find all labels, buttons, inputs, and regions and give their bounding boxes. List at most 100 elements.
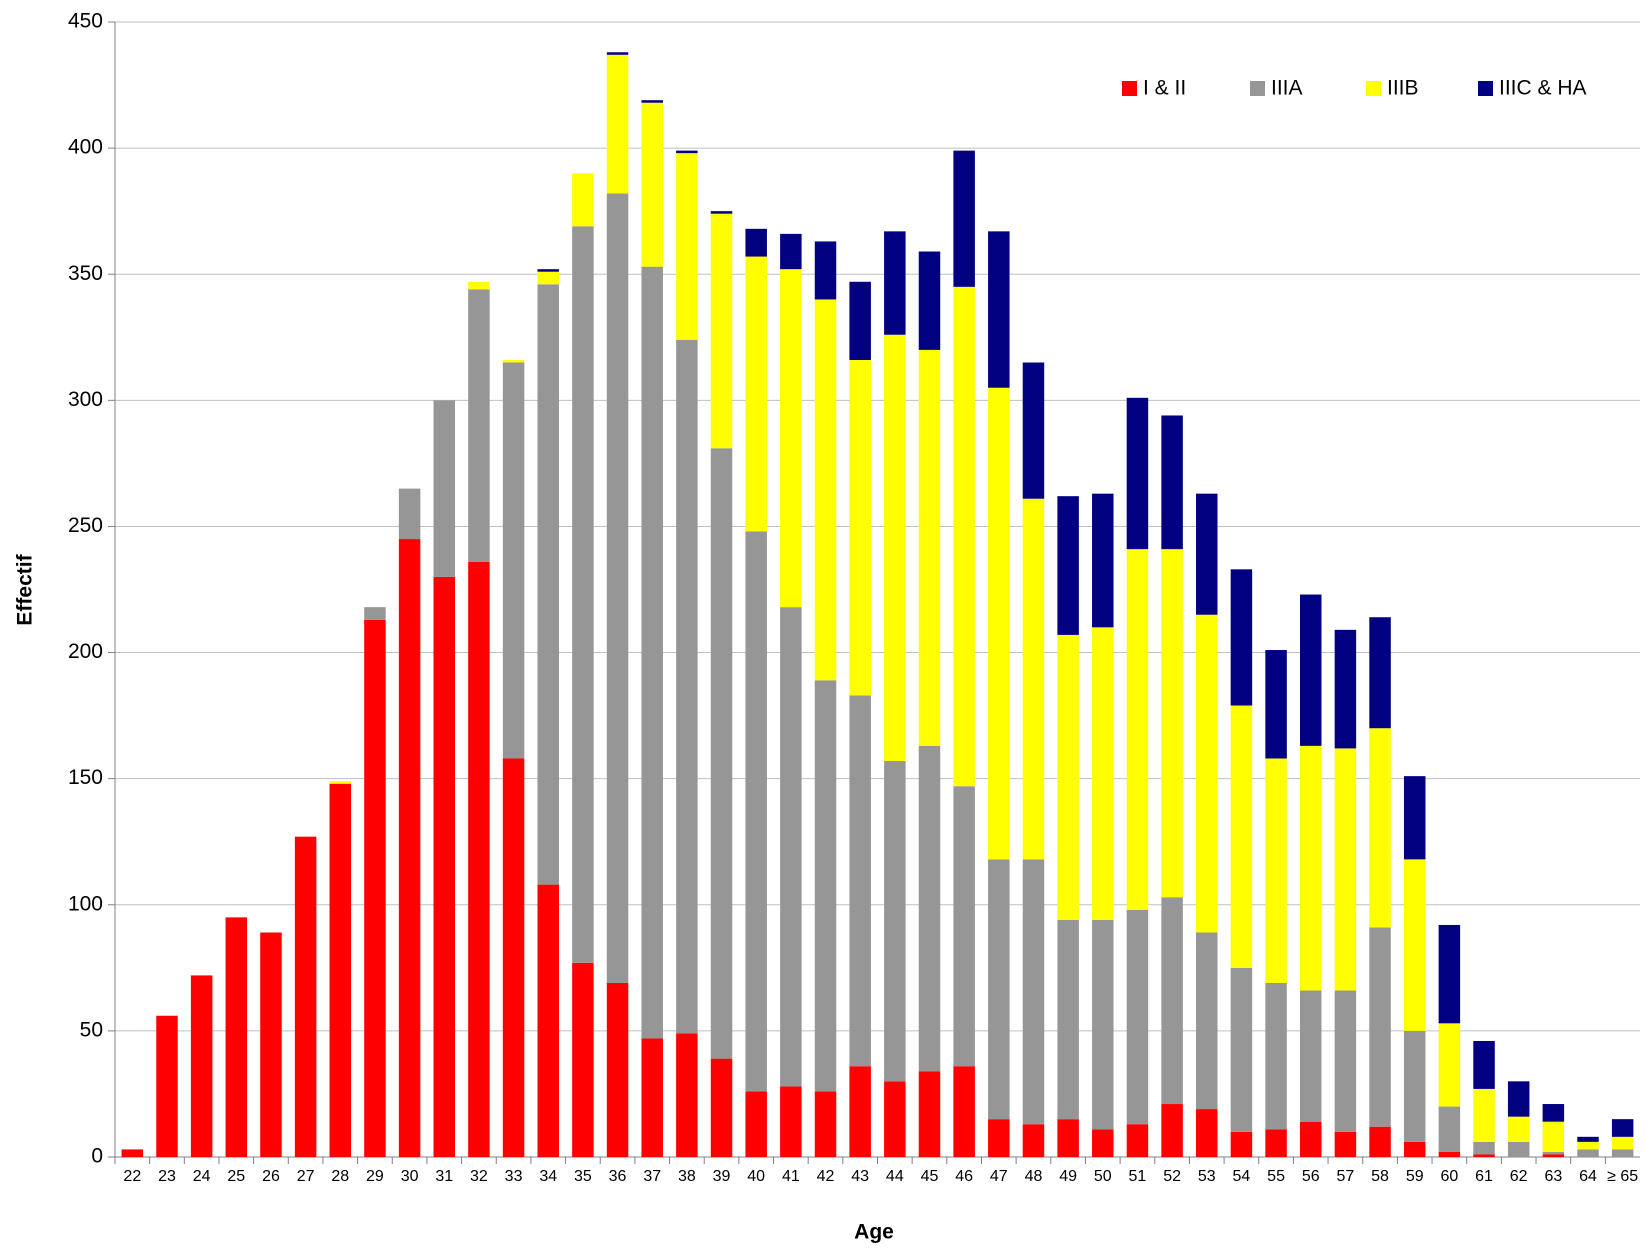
x-tick-label: 62: [1510, 1168, 1528, 1185]
bar-segment: [606, 982, 629, 1157]
x-tick-label: 46: [955, 1168, 973, 1185]
bar-segment: [1507, 1081, 1530, 1117]
y-tick-label: 450: [68, 10, 103, 33]
bar-segment: [988, 231, 1010, 388]
x-tick-label: 24: [193, 1168, 211, 1185]
bar-segment: [1473, 1141, 1495, 1155]
bar-segment: [1161, 415, 1183, 550]
bar-segment: [1438, 1106, 1461, 1152]
bar-segment: [953, 786, 975, 1067]
x-tick-label: 26: [262, 1168, 280, 1185]
x-tick-label: 47: [990, 1168, 1008, 1185]
bar-segment: [572, 226, 594, 963]
x-tick-label: 57: [1336, 1168, 1354, 1185]
x-tick-label: 53: [1198, 1168, 1216, 1185]
bar-segment: [537, 284, 559, 885]
bar-segment: [1438, 924, 1461, 1024]
bar-segment: [710, 211, 733, 214]
bar-segment: [988, 1119, 1010, 1157]
x-tick-label: 32: [470, 1168, 488, 1185]
bar-segment: [814, 680, 837, 1092]
bar-segment: [1577, 1141, 1599, 1150]
bar-segment: [1230, 569, 1253, 706]
bar-segment: [641, 100, 663, 103]
x-tick-label: 55: [1267, 1168, 1285, 1185]
bar-segment: [1403, 776, 1426, 860]
bar-segment: [1057, 1119, 1079, 1157]
bar-segment: [1369, 1126, 1391, 1157]
bar-segment: [433, 576, 456, 1157]
bar-segment: [849, 1066, 871, 1157]
bar-segment: [1369, 927, 1391, 1127]
bar-segment: [1507, 1116, 1530, 1142]
bar-segment: [1265, 758, 1287, 983]
x-tick-label: 50: [1094, 1168, 1112, 1185]
bar-segment: [1196, 1109, 1218, 1157]
bar-segment: [641, 266, 663, 1039]
bar-segment: [745, 531, 767, 1092]
bar-segment: [606, 54, 629, 194]
bar-segment: [676, 150, 698, 154]
bar-segment: [1092, 493, 1114, 628]
bar-segment: [780, 233, 802, 270]
x-tick-label: 31: [435, 1168, 453, 1185]
bar-segment: [1403, 1141, 1426, 1157]
bar-segment: [676, 339, 698, 1034]
bar-segment: [1334, 748, 1357, 991]
bar-segment: [1022, 498, 1045, 860]
bar-segment: [1126, 909, 1149, 1125]
bar-segment: [745, 228, 767, 257]
bar-segment: [676, 153, 698, 340]
bar-segment: [849, 281, 871, 360]
y-tick-label: 150: [68, 766, 103, 789]
bar-segment: [398, 488, 421, 540]
bar-segment: [1611, 1119, 1634, 1137]
bar-segment: [884, 761, 906, 1082]
bar-segment: [468, 281, 490, 290]
bar-segment: [1473, 1154, 1495, 1157]
bar-segment: [121, 1149, 144, 1157]
bar-segment: [364, 607, 386, 620]
y-tick-label: 300: [68, 388, 103, 411]
legend-swatch: [1366, 81, 1381, 96]
bar-segment: [1092, 627, 1114, 920]
bar-segment: [884, 1081, 906, 1157]
bar-segment: [641, 102, 663, 267]
bar-segment: [1230, 705, 1253, 968]
bar-segment: [1299, 745, 1322, 991]
bar-segment: [1577, 1136, 1599, 1142]
x-tick-label: 41: [782, 1168, 800, 1185]
x-tick-label: 30: [401, 1168, 419, 1185]
bar-segment: [1265, 982, 1287, 1130]
bar-segment: [953, 1066, 975, 1157]
x-tick-label: 58: [1371, 1168, 1389, 1185]
x-tick-label: 33: [505, 1168, 523, 1185]
bar-segment: [918, 1071, 941, 1157]
bar-segment: [1022, 859, 1045, 1125]
bar-segment: [710, 213, 733, 449]
y-tick-label: 0: [91, 1145, 103, 1168]
bar-segment: [780, 607, 802, 1087]
x-tick-label: 28: [331, 1168, 349, 1185]
bar-segment: [1230, 967, 1253, 1132]
x-tick-label: 38: [678, 1168, 696, 1185]
bar-segment: [1057, 919, 1079, 1120]
bar-segment: [849, 359, 871, 696]
x-tick-label: 22: [123, 1168, 141, 1185]
bar-segment: [641, 1038, 663, 1157]
bar-segment: [1196, 493, 1218, 615]
bar-segment: [468, 561, 490, 1157]
bar-segment: [1473, 1088, 1495, 1142]
bar-segment: [710, 1058, 733, 1157]
x-tick-label: 27: [297, 1168, 315, 1185]
bar-segment: [329, 783, 352, 1157]
bar-segment: [988, 387, 1010, 860]
bar-segment: [1196, 614, 1218, 933]
x-tick-label: 51: [1129, 1168, 1147, 1185]
bar-segment: [606, 52, 629, 55]
x-tick-label: 40: [747, 1168, 765, 1185]
legend-label: IIIC & HA: [1499, 77, 1587, 100]
x-tick-label: 64: [1579, 1168, 1597, 1185]
bar-segment: [1577, 1149, 1599, 1157]
